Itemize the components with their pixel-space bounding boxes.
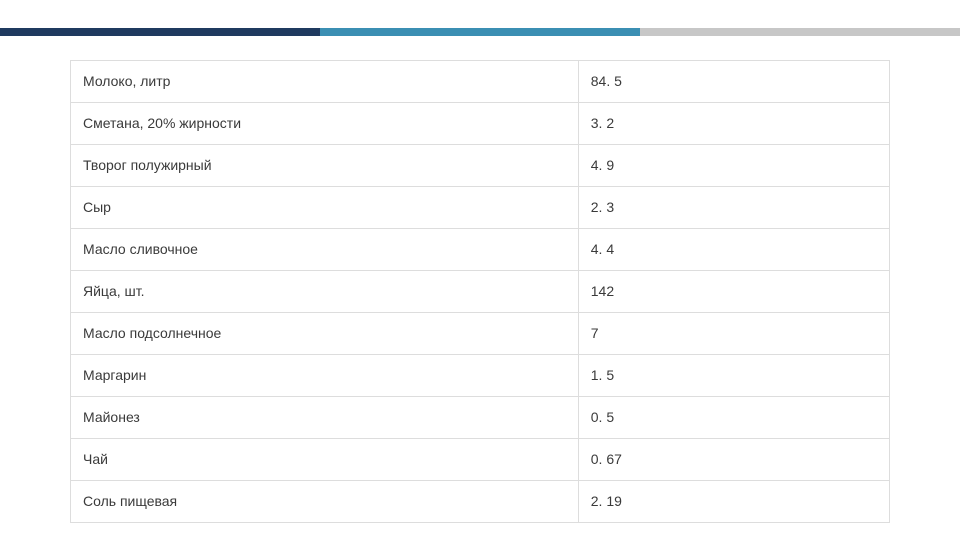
table-row: Творог полужирный 4. 9 [71,145,890,187]
table-row: Молоко, литр 84. 5 [71,61,890,103]
cell-name: Соль пищевая [71,481,579,523]
cell-value: 2. 19 [578,481,889,523]
cell-name: Сметана, 20% жирности [71,103,579,145]
slide: Молоко, литр 84. 5 Сметана, 20% жирности… [0,0,960,540]
cell-name: Молоко, литр [71,61,579,103]
table-row: Чай 0. 67 [71,439,890,481]
cell-name: Масло сливочное [71,229,579,271]
cell-value: 4. 4 [578,229,889,271]
table-row: Соль пищевая 2. 19 [71,481,890,523]
accent-bar-seg-2 [320,28,640,36]
cell-value: 3. 2 [578,103,889,145]
cell-value: 142 [578,271,889,313]
cell-value: 84. 5 [578,61,889,103]
table-row: Сыр 2. 3 [71,187,890,229]
cell-name: Яйца, шт. [71,271,579,313]
cell-value: 4. 9 [578,145,889,187]
cell-name: Майонез [71,397,579,439]
data-table-wrap: Молоко, литр 84. 5 Сметана, 20% жирности… [70,60,890,523]
table-row: Сметана, 20% жирности 3. 2 [71,103,890,145]
table-row: Масло подсолнечное 7 [71,313,890,355]
data-table-body: Молоко, литр 84. 5 Сметана, 20% жирности… [71,61,890,523]
accent-bar-seg-1 [0,28,320,36]
cell-value: 1. 5 [578,355,889,397]
accent-bar-seg-3 [640,28,960,36]
cell-name: Маргарин [71,355,579,397]
data-table: Молоко, литр 84. 5 Сметана, 20% жирности… [70,60,890,523]
cell-value: 2. 3 [578,187,889,229]
accent-bar [0,28,960,36]
cell-value: 0. 5 [578,397,889,439]
table-row: Майонез 0. 5 [71,397,890,439]
cell-value: 7 [578,313,889,355]
cell-name: Творог полужирный [71,145,579,187]
cell-name: Сыр [71,187,579,229]
cell-value: 0. 67 [578,439,889,481]
cell-name: Масло подсолнечное [71,313,579,355]
cell-name: Чай [71,439,579,481]
table-row: Маргарин 1. 5 [71,355,890,397]
table-row: Масло сливочное 4. 4 [71,229,890,271]
table-row: Яйца, шт. 142 [71,271,890,313]
